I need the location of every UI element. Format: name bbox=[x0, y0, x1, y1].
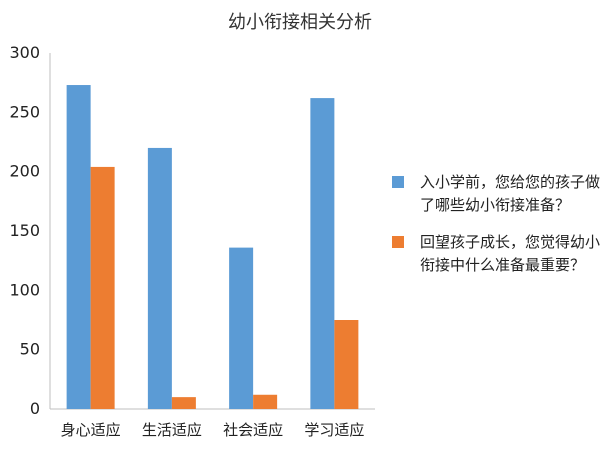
y-tick-label: 100 bbox=[9, 280, 40, 299]
y-tick-label: 300 bbox=[9, 43, 40, 62]
x-category-label: 社会适应 bbox=[223, 421, 283, 439]
legend-label-1: 入小学前，您给您的孩子做了哪些幼小衔接准备？ bbox=[420, 173, 600, 214]
legend-item-1: 入小学前，您给您的孩子做了哪些幼小衔接准备？ bbox=[392, 173, 600, 214]
bar-series-1-4 bbox=[310, 98, 335, 410]
y-tick-label: 200 bbox=[9, 162, 40, 181]
bars bbox=[66, 85, 359, 410]
legend: 入小学前，您给您的孩子做了哪些幼小衔接准备？ 回望孩子成长，您觉得幼小衔接中什么准… bbox=[392, 173, 600, 274]
x-category-label: 身心适应 bbox=[61, 421, 121, 439]
bar-series-1-2 bbox=[147, 147, 172, 409]
bar-series-1-1 bbox=[66, 85, 91, 409]
bar-series-2-2 bbox=[171, 397, 196, 409]
x-category-label: 学习适应 bbox=[304, 421, 364, 439]
bar-series-2-1 bbox=[90, 166, 115, 409]
x-category-label: 生活适应 bbox=[142, 421, 202, 439]
bar-series-2-4 bbox=[334, 320, 359, 409]
y-tick-label: 50 bbox=[20, 340, 40, 359]
y-tick-label: 150 bbox=[9, 221, 40, 240]
y-tick-label: 0 bbox=[30, 399, 40, 418]
legend-swatch-1 bbox=[392, 176, 404, 188]
legend-label-2: 回望孩子成长，您觉得幼小衔接中什么准备最重要？ bbox=[420, 233, 600, 274]
bar-series-2-3 bbox=[253, 394, 278, 409]
chart-title: 幼小衔接相关分析 bbox=[228, 12, 372, 33]
y-tick-label: 250 bbox=[9, 102, 40, 121]
axes: 0 50 100 150 200 250 300 身心适应 生活适应 社会适应 学习适应 bbox=[9, 43, 375, 439]
legend-item-2: 回望孩子成长，您觉得幼小衔接中什么准备最重要？ bbox=[392, 233, 600, 274]
bar-series-1-3 bbox=[229, 247, 254, 409]
legend-swatch-2 bbox=[392, 236, 404, 248]
